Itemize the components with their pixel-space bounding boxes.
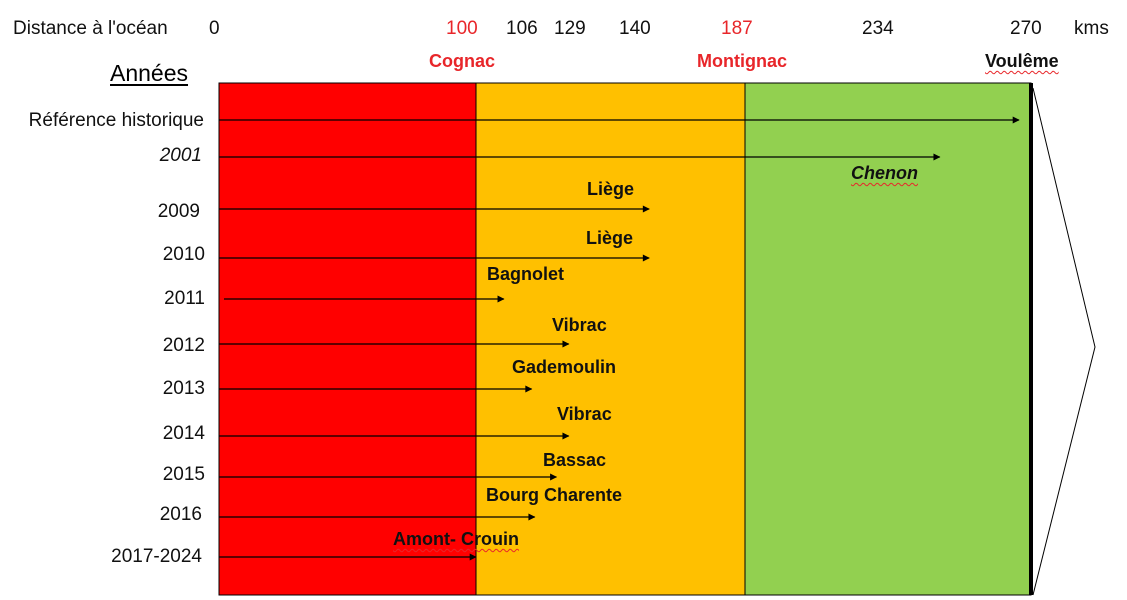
- reach-label: Gademoulin: [512, 357, 617, 377]
- year-label: 2013: [162, 378, 205, 399]
- reach-label: Vibrac: [552, 315, 607, 335]
- year-label: 2010: [162, 244, 205, 265]
- reach-label: Amont- Crouin: [393, 529, 519, 549]
- year-label: 2014: [162, 423, 205, 444]
- zone-orange: [475, 82, 746, 596]
- zone-green: [744, 82, 1032, 596]
- distance-tick-129: 129: [554, 18, 586, 39]
- year-label: 2012: [162, 335, 205, 356]
- distance-tick-100: 100: [446, 18, 478, 39]
- town-cognac: Cognac: [429, 51, 496, 71]
- reach-label: Chenon: [851, 163, 918, 183]
- year-label: 2017-2024: [111, 546, 202, 567]
- year-label: 2011: [164, 288, 205, 309]
- year-label: 2016: [159, 504, 202, 525]
- town-montignac: Montignac: [697, 51, 787, 71]
- years-heading: Années: [110, 60, 189, 86]
- distance-unit: kms: [1074, 18, 1109, 39]
- distance-tick-106: 106: [506, 18, 538, 39]
- distance-tick-0: 0: [209, 18, 220, 39]
- end-bracket: [1032, 87, 1096, 596]
- reach-label: Bassac: [543, 450, 607, 470]
- town-voulême: Voulême: [985, 51, 1059, 71]
- distance-tick-140: 140: [619, 18, 651, 39]
- distance-tick-187: 187: [721, 18, 753, 39]
- reach-label: Liège: [586, 228, 634, 248]
- year-label: 2001: [159, 145, 202, 166]
- year-label: 2015: [162, 464, 205, 485]
- year-label: 2009: [157, 201, 200, 222]
- reach-label: Bagnolet: [487, 264, 565, 284]
- distance-tick-234: 234: [862, 18, 894, 39]
- reach-label: Liège: [587, 179, 635, 199]
- reach-label: Bourg Charente: [486, 485, 623, 505]
- zone-red: [218, 82, 477, 596]
- distance-axis-label: Distance à l'océan: [13, 18, 168, 39]
- distance-tick-270: 270: [1010, 18, 1042, 39]
- reach-label: Vibrac: [557, 404, 612, 424]
- year-label: Référence historique: [28, 110, 204, 131]
